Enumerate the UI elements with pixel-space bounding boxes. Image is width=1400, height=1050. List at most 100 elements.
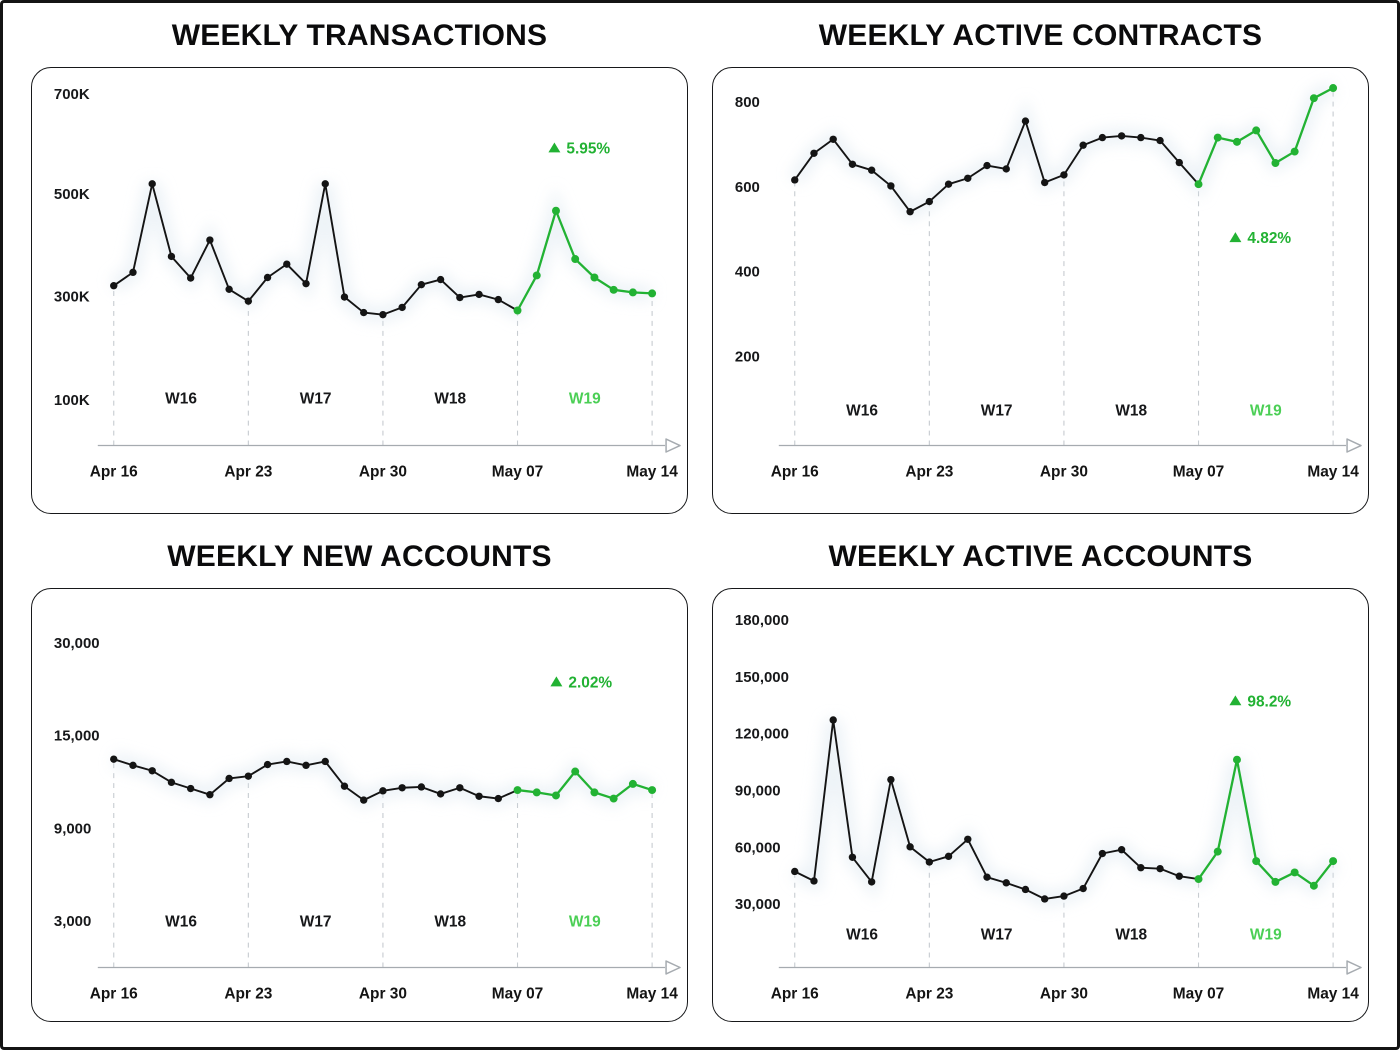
x-tick-label: Apr 16 <box>771 463 819 480</box>
data-point <box>810 149 818 157</box>
x-tick-label: May 07 <box>1173 985 1224 1002</box>
data-point <box>379 787 387 795</box>
data-point <box>340 293 349 301</box>
data-point <box>848 160 857 168</box>
chart-title-weekly-active-accounts: WEEKLY ACTIVE ACCOUNTS <box>828 540 1253 573</box>
data-point <box>360 308 368 317</box>
series-line <box>794 719 1199 900</box>
week-label: W17 <box>981 927 1013 944</box>
data-point <box>186 784 195 793</box>
data-point <box>110 282 118 290</box>
x-tick-label: May 07 <box>492 985 543 1002</box>
data-point <box>1232 137 1241 146</box>
data-point <box>321 180 329 188</box>
data-point <box>456 784 464 792</box>
data-point <box>648 289 657 298</box>
data-point <box>1098 133 1107 142</box>
series-line <box>793 120 1200 213</box>
panel-weekly-active-accounts: WEEKLY ACTIVE ACCOUNTS 180,000 150,000 120… <box>712 514 1369 1022</box>
data-point <box>964 174 972 182</box>
data-point <box>129 761 137 770</box>
x-tick-label: May 07 <box>492 463 543 480</box>
y-tick-label: 500K <box>54 186 90 203</box>
change-badge-value: 4.82% <box>1247 230 1291 247</box>
trend-up-triangle-icon <box>550 676 563 687</box>
data-point <box>1290 868 1299 877</box>
week-label-highlight: W19 <box>569 391 601 408</box>
data-point <box>244 772 253 780</box>
data-point <box>494 295 502 304</box>
y-tick-label: 9,000 <box>54 820 91 837</box>
data-point <box>983 873 991 881</box>
data-point <box>1252 857 1261 866</box>
axis-arrow-icon <box>1346 438 1362 453</box>
data-point <box>829 135 837 143</box>
week-label-highlight: W19 <box>1250 403 1282 420</box>
data-point <box>417 280 426 289</box>
panel-weekly-new-accounts: WEEKLY NEW ACCOUNTS 30,000 15,000 9,000 3,0… <box>31 514 688 1022</box>
week-label-highlight: W19 <box>1250 927 1282 944</box>
panel-weekly-active-contracts: WEEKLY ACTIVE CONTRACTS 800 600 400 200 Apr … <box>712 9 1369 514</box>
y-tick-label: 700K <box>54 86 90 103</box>
data-point <box>379 310 387 319</box>
y-tick-label: 30,000 <box>54 635 100 652</box>
chart-card-weekly-new-accounts: 30,000 15,000 9,000 3,000 Apr 16 Apr 23 Apr 30… <box>31 588 688 1022</box>
data-point <box>551 791 560 800</box>
data-point <box>1194 180 1203 189</box>
data-point <box>1329 84 1338 93</box>
x-tick-label: Apr 23 <box>905 985 953 1002</box>
data-point <box>964 835 972 843</box>
data-point <box>283 260 291 268</box>
data-point <box>571 767 580 776</box>
x-tick-label: Apr 30 <box>1040 985 1088 1002</box>
charts-grid: WEEKLY TRANSACTIONS 700K 500K 300K 100K Apr … <box>3 3 1397 1022</box>
chart-card-weekly-active-contracts: 800 600 400 200 Apr 16 Apr 23 Apr 30 May 07 May … <box>712 67 1369 514</box>
data-point <box>887 182 895 190</box>
y-tick-label: 200 <box>735 348 760 365</box>
data-point <box>302 761 310 770</box>
data-point <box>1002 879 1010 887</box>
data-point <box>887 775 895 784</box>
data-point <box>1060 171 1068 179</box>
data-point <box>1175 872 1183 880</box>
week-label: W18 <box>1115 927 1147 944</box>
x-tick-label: Apr 16 <box>90 463 138 480</box>
data-point <box>1232 755 1241 764</box>
series-line <box>113 182 518 316</box>
y-tick-label: 120,000 <box>735 726 789 743</box>
data-point <box>1271 877 1280 886</box>
y-tick-label: 400 <box>735 264 760 281</box>
data-point <box>475 290 483 299</box>
data-point <box>906 208 914 216</box>
data-point <box>532 271 541 280</box>
week-label: W16 <box>846 403 878 420</box>
data-point <box>1041 895 1049 903</box>
data-point <box>867 166 876 174</box>
data-point <box>206 791 214 799</box>
data-point <box>302 279 310 288</box>
data-point <box>1117 132 1126 140</box>
data-point <box>436 275 445 284</box>
y-tick-label: 3,000 <box>54 913 91 930</box>
week-label-highlight: W19 <box>569 914 601 931</box>
data-point <box>513 786 522 795</box>
data-point <box>810 877 818 885</box>
data-point <box>925 197 934 206</box>
data-point <box>791 176 799 184</box>
line-chart-weekly-active-contracts: 800 600 400 200 Apr 16 Apr 23 Apr 30 May 07 May … <box>735 80 1362 480</box>
data-point <box>360 796 368 804</box>
data-point <box>1002 165 1010 173</box>
data-point <box>1117 846 1126 854</box>
week-label: W18 <box>434 914 466 931</box>
chart-title-weekly-active-contracts: WEEKLY ACTIVE CONTRACTS <box>818 19 1263 52</box>
y-tick-label: 60,000 <box>735 839 781 856</box>
y-tick-label: 90,000 <box>735 783 781 800</box>
data-point <box>244 297 253 305</box>
data-point <box>944 852 953 861</box>
x-tick-label: May 14 <box>1307 985 1359 1002</box>
axis-arrow-icon <box>1346 960 1362 975</box>
x-tick-label: Apr 30 <box>359 985 407 1002</box>
data-point <box>1309 881 1318 890</box>
series-line <box>113 758 518 802</box>
data-point <box>1329 857 1338 866</box>
